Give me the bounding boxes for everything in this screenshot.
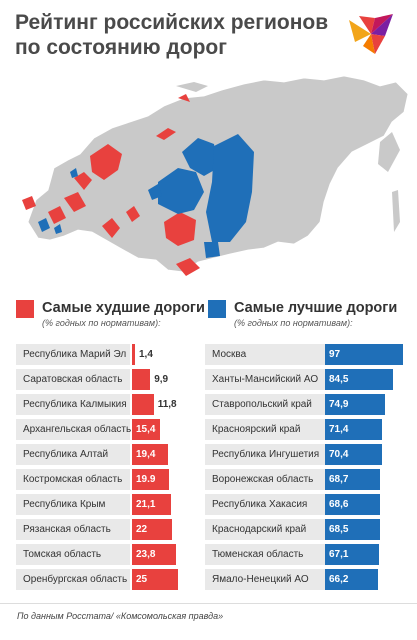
best-row: Ставропольский край 74,9 bbox=[205, 394, 405, 415]
map-best-regions bbox=[38, 134, 254, 258]
worst-row: Республика Алтай 19,4 bbox=[16, 444, 178, 465]
best-value-label: 84,5 bbox=[329, 374, 349, 385]
worst-category-label: Томская область bbox=[16, 544, 130, 565]
worst-bar bbox=[132, 519, 173, 540]
bird-logo-icon bbox=[349, 14, 393, 54]
worst-category-label: Архангельская область bbox=[16, 419, 131, 440]
legend-worst-subtitle: (% годных по нормативам): bbox=[42, 318, 161, 328]
best-category-label: Тюменская область bbox=[205, 544, 325, 565]
best-row: Краснодарский край 68,5 bbox=[205, 519, 405, 540]
map-kamchatka bbox=[378, 132, 400, 172]
title-line-2: по состоянию дорог bbox=[15, 36, 227, 59]
best-bar bbox=[325, 344, 403, 365]
best-category-label: Республика Хакасия bbox=[205, 494, 325, 515]
best-value-label: 68,7 bbox=[329, 474, 349, 485]
worst-bar bbox=[132, 494, 171, 515]
best-value-label: 67,1 bbox=[329, 549, 349, 560]
worst-row: Республика Крым 21,1 bbox=[16, 494, 178, 515]
worst-bar bbox=[132, 369, 151, 390]
source-note: По данным Росстата/ «Комсомольская правд… bbox=[17, 611, 224, 621]
map-island-north bbox=[176, 82, 208, 92]
best-row: Ханты-Мансийский АО 84,5 bbox=[205, 369, 405, 390]
worst-row: Томская область 23,8 bbox=[16, 544, 178, 565]
map-worst-regions bbox=[22, 94, 200, 276]
worst-category-label: Саратовская область bbox=[16, 369, 130, 390]
best-row: Ямало-Ненецкий АО 66,2 bbox=[205, 569, 405, 590]
worst-bar bbox=[132, 419, 161, 440]
best-category-label: Ямало-Ненецкий АО bbox=[205, 569, 325, 590]
map-sakhalin bbox=[392, 190, 400, 232]
best-row: Республика Хакасия 68,6 bbox=[205, 494, 405, 515]
worst-row: Республика Калмыкия 11,8 bbox=[16, 394, 178, 415]
best-category-label: Краснодарский край bbox=[205, 519, 325, 540]
worst-value-label: 25 bbox=[136, 574, 148, 585]
best-value-label: 68,6 bbox=[329, 499, 349, 510]
best-row: Красноярский край 71,4 bbox=[205, 419, 405, 440]
worst-row: Костромская область 19.9 bbox=[16, 469, 178, 490]
best-bar bbox=[325, 494, 381, 515]
footer-divider bbox=[0, 603, 417, 604]
title-line-1: Рейтинг российских регионов bbox=[15, 11, 329, 34]
worst-value-label: 23,8 bbox=[136, 549, 156, 560]
russia-map bbox=[22, 75, 409, 276]
worst-row: Рязанская область 22 bbox=[16, 519, 178, 540]
worst-value-label: 1,4 bbox=[139, 349, 153, 360]
worst-value-label: 19,4 bbox=[136, 449, 156, 460]
worst-bar bbox=[132, 394, 154, 415]
worst-category-label: Оренбургская область bbox=[16, 569, 130, 590]
best-row: Республика Ингушетия 70,4 bbox=[205, 444, 405, 465]
best-row: Москва 97 bbox=[205, 344, 405, 365]
worst-value-label: 11,8 bbox=[157, 399, 177, 410]
best-bar bbox=[325, 519, 381, 540]
worst-value-label: 19.9 bbox=[136, 474, 156, 485]
best-bar bbox=[325, 419, 383, 440]
legend-best-title: Самые лучшие дороги bbox=[234, 300, 398, 316]
best-row: Воронежская область 68,7 bbox=[205, 469, 405, 490]
legend-worst-title: Самые худшие дороги bbox=[42, 300, 205, 316]
best-row: Тюменская область 67,1 bbox=[205, 544, 405, 565]
worst-bar bbox=[132, 444, 168, 465]
best-bar bbox=[325, 569, 379, 590]
worst-bar bbox=[132, 569, 178, 590]
best-bar bbox=[325, 369, 393, 390]
best-value-label: 70,4 bbox=[329, 449, 349, 460]
best-bar bbox=[325, 444, 382, 465]
worst-row: Оренбургская область 25 bbox=[16, 569, 178, 590]
worst-category-label: Рязанская область bbox=[16, 519, 130, 540]
worst-bar bbox=[132, 344, 135, 365]
best-value-label: 71,4 bbox=[329, 424, 349, 435]
best-bar bbox=[325, 544, 379, 565]
best-category-label: Республика Ингушетия bbox=[205, 444, 325, 465]
best-category-label: Ставропольский край bbox=[205, 394, 325, 415]
worst-value-label: 15,4 bbox=[136, 424, 156, 435]
worst-value-label: 9,9 bbox=[154, 374, 169, 385]
best-category-label: Москва bbox=[205, 344, 325, 365]
worst-category-label: Костромская область bbox=[16, 469, 130, 490]
worst-row: Саратовская область 9,9 bbox=[16, 369, 178, 390]
legend-worst-swatch bbox=[16, 300, 34, 318]
worst-value-label: 22 bbox=[136, 524, 148, 535]
best-category-label: Ханты-Мансийский АО bbox=[205, 369, 325, 390]
worst-row: Республика Марий Эл 1,4 bbox=[16, 344, 178, 365]
best-category-label: Воронежская область bbox=[205, 469, 325, 490]
worst-category-label: Республика Алтай bbox=[16, 444, 130, 465]
worst-row: Архангельская область 15,4 bbox=[16, 419, 178, 440]
worst-category-label: Республика Крым bbox=[16, 494, 130, 515]
best-value-label: 68,5 bbox=[329, 524, 349, 535]
worst-bar bbox=[132, 544, 176, 565]
worst-category-label: Республика Калмыкия bbox=[16, 394, 130, 415]
best-bar bbox=[325, 394, 386, 415]
legend-best-subtitle: (% годных по нормативам): bbox=[234, 318, 353, 328]
best-value-label: 97 bbox=[329, 349, 341, 360]
page-title: Рейтинг российских регионов по состоянию… bbox=[15, 10, 335, 60]
worst-bar bbox=[132, 469, 169, 490]
best-value-label: 66,2 bbox=[329, 574, 349, 585]
best-value-label: 74,9 bbox=[329, 399, 349, 410]
legend-best-swatch bbox=[208, 300, 226, 318]
worst-category-label: Республика Марий Эл bbox=[16, 344, 130, 365]
best-category-label: Красноярский край bbox=[205, 419, 325, 440]
best-bar bbox=[325, 469, 381, 490]
worst-value-label: 21,1 bbox=[136, 499, 156, 510]
